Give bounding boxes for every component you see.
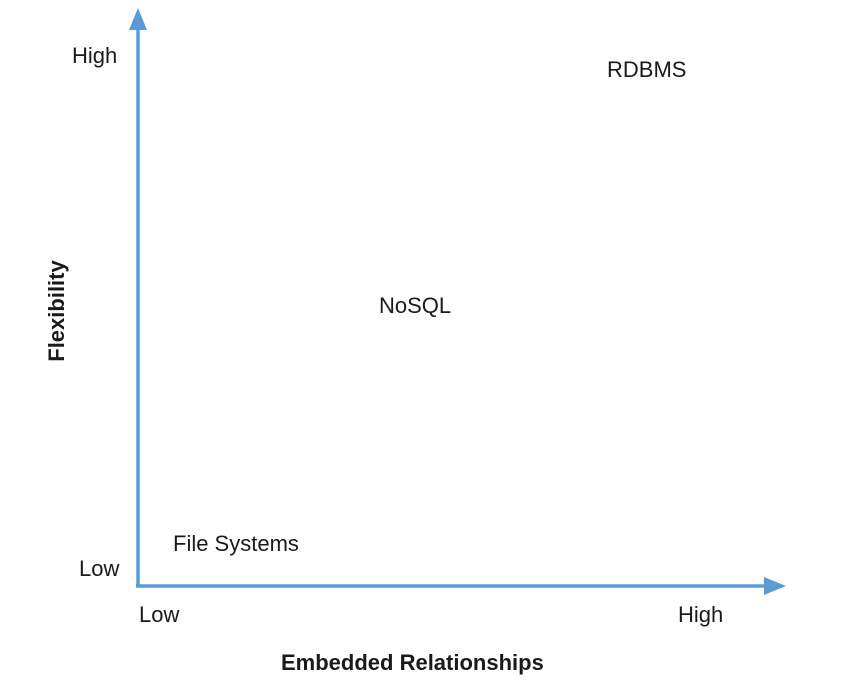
item-nosql-label: NoSQL <box>379 293 452 318</box>
y-axis-title: Flexibility <box>44 260 69 362</box>
x-axis-title: Embedded Relationships <box>281 650 544 675</box>
x-axis-high-label: High <box>678 602 724 627</box>
item-rdbms-label: RDBMS <box>607 57 687 82</box>
x-axis-low-label: Low <box>139 602 180 627</box>
x-axis-arrowhead <box>764 577 786 595</box>
item-file-systems-label: File Systems <box>173 531 299 556</box>
y-axis-high-label: High <box>72 43 118 68</box>
y-axis-low-label: Low <box>79 556 120 581</box>
y-axis-arrowhead <box>129 8 147 30</box>
